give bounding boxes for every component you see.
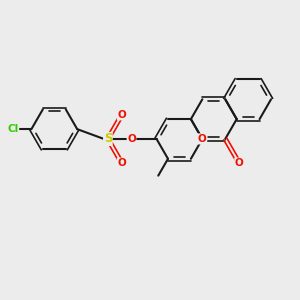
Text: O: O (235, 158, 244, 168)
Text: Cl: Cl (8, 124, 19, 134)
Text: S: S (103, 133, 112, 146)
Text: O: O (198, 134, 207, 144)
Text: O: O (117, 110, 126, 120)
Text: O: O (127, 134, 136, 144)
Text: O: O (117, 158, 126, 168)
